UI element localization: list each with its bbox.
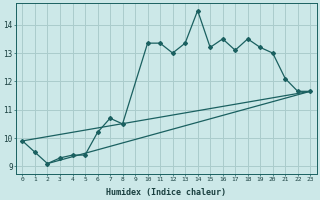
X-axis label: Humidex (Indice chaleur): Humidex (Indice chaleur) xyxy=(106,188,226,197)
